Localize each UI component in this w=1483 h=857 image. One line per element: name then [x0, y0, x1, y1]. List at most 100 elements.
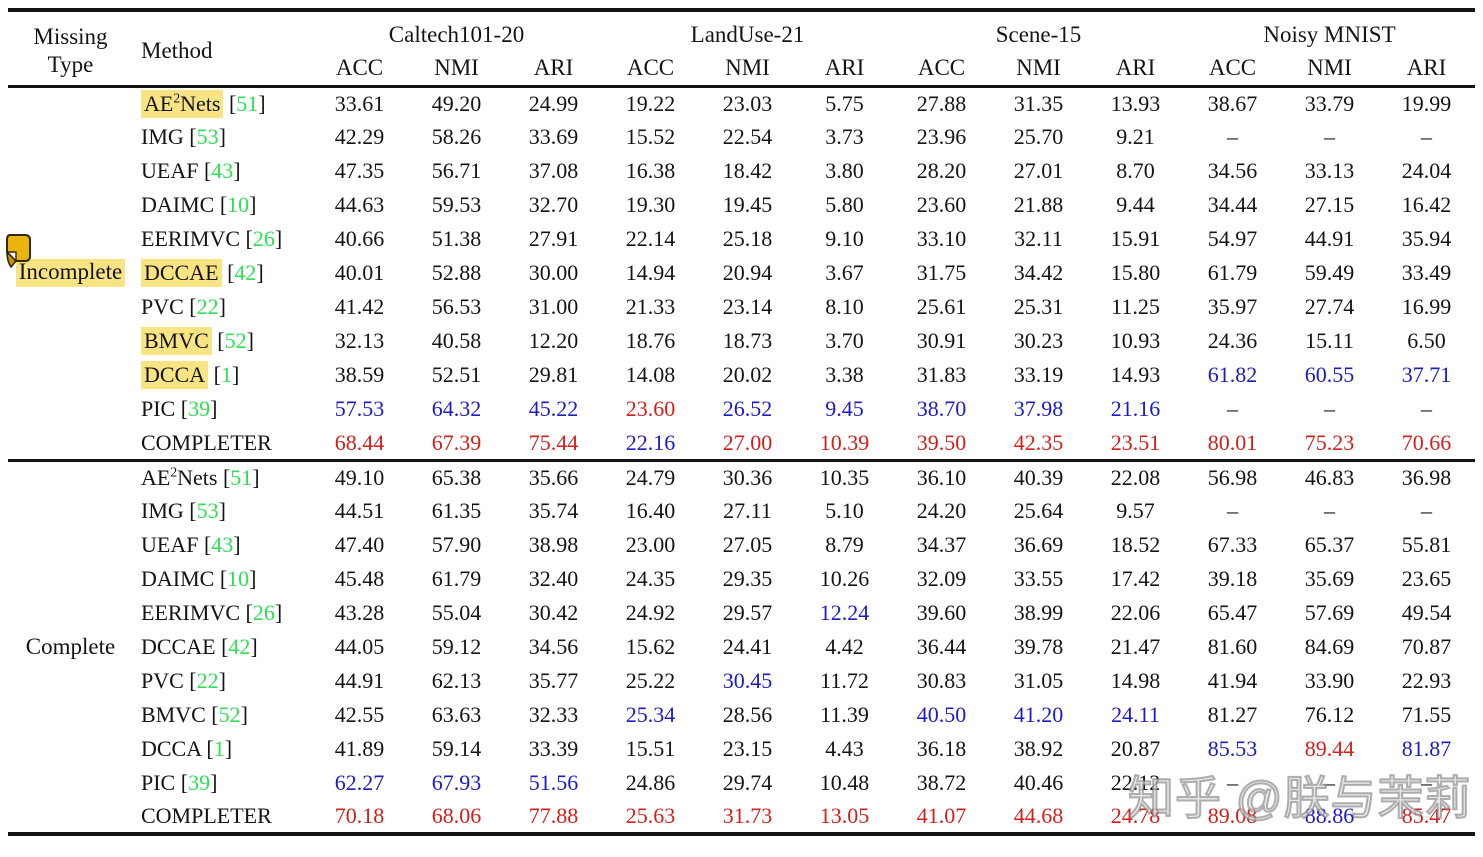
value-cell: – — [1324, 396, 1335, 422]
value-cell: 77.88 — [528, 803, 579, 829]
value-cell: 23.14 — [722, 294, 773, 320]
value-cell: 19.99 — [1401, 91, 1452, 117]
value-cell: 52.51 — [431, 362, 482, 388]
value-cell: 57.53 — [334, 396, 385, 422]
value-cell: 12.20 — [528, 328, 579, 354]
value-cell: 16.38 — [625, 158, 676, 184]
value-cell: 35.97 — [1207, 294, 1258, 320]
value-cell: – — [1227, 498, 1238, 524]
dataset-header-caltech101-20: Caltech101-20 — [388, 21, 525, 47]
citation-number[interactable]: 26 — [252, 226, 275, 252]
value-cell: 29.35 — [722, 566, 773, 592]
metric-header-noisy-mnist-ari: ARI — [1406, 55, 1447, 81]
value-cell: 25.18 — [722, 226, 773, 252]
value-cell: 10.93 — [1110, 328, 1161, 354]
citation-number[interactable]: 42 — [234, 260, 257, 286]
value-cell: 41.42 — [334, 294, 385, 320]
value-cell: 19.22 — [625, 91, 676, 117]
method-row-completer: COMPLETER 68.44 67.39 75.44 22.16 27.00 10.39 3… — [8, 426, 1475, 460]
citation-number[interactable]: 52 — [218, 702, 241, 728]
citation-number[interactable]: 53 — [196, 498, 219, 524]
method-name: DCCAE — [141, 259, 222, 288]
method-name: AE2Nets — [141, 464, 218, 491]
value-cell: 20.02 — [722, 362, 773, 388]
method-name-cell: IMG [53] — [141, 498, 226, 524]
value-cell: 30.83 — [916, 668, 967, 694]
method-name-cell: COMPLETER — [133, 426, 311, 460]
value-cell: 19.30 — [625, 192, 676, 218]
citation-number[interactable]: 26 — [252, 600, 275, 626]
citation-number[interactable]: 51 — [230, 465, 253, 491]
value-cell: 28.56 — [722, 702, 773, 728]
method-name-cell: AE2Nets [51] — [133, 86, 311, 120]
value-cell: 37.71 — [1401, 362, 1452, 388]
value-cell: 19.45 — [722, 192, 773, 218]
value-cell: 27.01 — [1013, 158, 1064, 184]
citation-number[interactable]: 39 — [188, 396, 211, 422]
method-name: DAIMC — [141, 566, 215, 592]
citation-number[interactable]: 43 — [211, 158, 234, 184]
citation-number[interactable]: 10 — [227, 192, 250, 218]
citation-number[interactable]: 42 — [228, 634, 251, 660]
value-cell: 85.53 — [1207, 736, 1258, 762]
value-cell: 40.66 — [334, 226, 385, 252]
method-name: AE2Nets — [141, 90, 224, 119]
missing-type-line1: Missing — [33, 23, 108, 49]
citation-number[interactable]: 22 — [196, 294, 219, 320]
missing-type-line2: Type — [47, 52, 94, 78]
value-cell: 81.27 — [1207, 702, 1258, 728]
method-name: PVC — [141, 294, 184, 320]
value-cell: 6.50 — [1407, 328, 1446, 354]
value-cell: 9.45 — [825, 396, 864, 422]
citation-number[interactable]: 53 — [196, 124, 219, 150]
citation-number[interactable]: 43 — [211, 532, 234, 558]
value-cell: 3.70 — [825, 328, 864, 354]
value-cell: 4.43 — [825, 736, 864, 762]
value-cell: 76.12 — [1304, 702, 1355, 728]
method-name-cell: EERIMVC [26] — [141, 600, 283, 626]
method-row-bmvc: BMVC [52] 32.13 40.58 12.20 18.76 18.73 3.70 30… — [8, 324, 1475, 358]
citation-number[interactable]: 22 — [196, 668, 219, 694]
section-complete: Complete AE2Nets [51] 49.10 65.38 35.66 24.79… — [8, 460, 1475, 834]
value-cell: 23.65 — [1401, 566, 1452, 592]
citation-number[interactable]: 52 — [224, 328, 247, 354]
method-name-cell: DCCAE [42] — [141, 634, 258, 660]
citation-number[interactable]: 39 — [188, 770, 211, 796]
value-cell: 57.69 — [1304, 600, 1355, 626]
citation-number[interactable]: 1 — [220, 362, 232, 388]
citation-number[interactable]: 1 — [213, 736, 225, 762]
value-cell: 25.64 — [1013, 498, 1064, 524]
value-cell: 42.29 — [334, 124, 385, 150]
value-cell: 38.99 — [1013, 600, 1064, 626]
value-cell: 34.42 — [1013, 260, 1064, 286]
value-cell: 41.94 — [1207, 668, 1258, 694]
citation-number[interactable]: 10 — [227, 566, 250, 592]
method-name: UEAF — [141, 532, 199, 558]
value-cell: 10.26 — [819, 566, 870, 592]
value-cell: 5.75 — [825, 91, 864, 117]
value-cell: 24.41 — [722, 634, 773, 660]
method-row-daimc: DAIMC [10] 44.63 59.53 32.70 19.30 19.45 5.80 2… — [8, 188, 1475, 222]
value-cell: 23.96 — [916, 124, 967, 150]
method-name: IMG — [141, 124, 184, 150]
value-cell: 51.38 — [431, 226, 482, 252]
value-cell: 24.86 — [625, 770, 676, 796]
value-cell: 18.52 — [1110, 532, 1161, 558]
value-cell: 22.16 — [625, 429, 676, 455]
value-cell: 89.44 — [1304, 736, 1355, 762]
value-cell: 55.81 — [1401, 532, 1452, 558]
value-cell: 28.20 — [916, 158, 967, 184]
value-cell: 18.42 — [722, 158, 773, 184]
value-cell: 65.37 — [1304, 532, 1355, 558]
value-cell: 61.79 — [1207, 260, 1258, 286]
value-cell: 41.20 — [1013, 702, 1064, 728]
value-cell: 15.11 — [1305, 328, 1354, 354]
value-cell: 57.90 — [431, 532, 482, 558]
value-cell: 27.05 — [722, 532, 773, 558]
citation-number[interactable]: 51 — [236, 91, 259, 117]
value-cell: 88.86 — [1304, 803, 1355, 829]
value-cell: 59.53 — [431, 192, 482, 218]
value-cell: 33.13 — [1304, 158, 1355, 184]
value-cell: 24.79 — [625, 465, 676, 491]
method-row-dcca: DCCA [1] 41.89 59.14 33.39 15.51 23.15 4.43 36.… — [8, 732, 1475, 766]
